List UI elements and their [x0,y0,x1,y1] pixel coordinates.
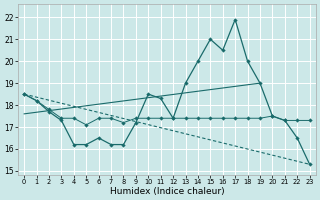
X-axis label: Humidex (Indice chaleur): Humidex (Indice chaleur) [109,187,224,196]
